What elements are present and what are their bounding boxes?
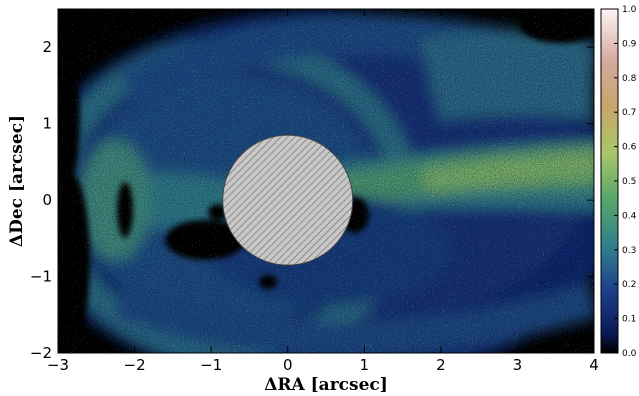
colorbar-ticks: 0.0 0.1 0.2 0.3 0.4 0.5 0.6 0.7 0.8 0.9 1.0: [614, 5, 637, 359]
colorbar-tick-label: 0.0: [622, 349, 637, 359]
y-axis-label: ΔDec [arcsec]: [7, 115, 27, 247]
colorbar: 0.0 0.1 0.2 0.3 0.4 0.5 0.6 0.7 0.8 0.9 1.0: [600, 5, 637, 359]
x-tick-label: −3: [47, 356, 69, 374]
x-axis: −3 −2 −1 0 1 2 3 4: [47, 9, 599, 374]
colorbar-tick-label: 0.9: [622, 39, 637, 49]
colorbar-tick-label: 0.2: [622, 280, 636, 290]
colorbar-tick-label: 0.4: [622, 211, 637, 221]
y-axis: −2 −1 0 1 2: [30, 38, 594, 362]
plot-frame: [57, 8, 595, 354]
y-tick-label: −2: [30, 344, 52, 362]
coronagraph-mask: [222, 134, 354, 266]
y-tick-label: 2: [42, 38, 52, 56]
x-tick-label: −2: [124, 356, 146, 374]
x-tick-label: 2: [436, 356, 446, 374]
heatmap-plot-area: [58, 9, 594, 353]
y-tick-label: −1: [30, 268, 52, 286]
x-tick-label: 3: [513, 356, 523, 374]
colorbar-tick-label: 0.5: [622, 177, 636, 187]
colorbar-tick-label: 0.6: [622, 143, 637, 153]
y-tick-label: 1: [42, 115, 52, 133]
colorbar-tick-label: 0.1: [622, 315, 636, 325]
x-tick-label: −1: [200, 356, 222, 374]
x-tick-label: 4: [589, 356, 599, 374]
colorbar-tick-label: 0.3: [622, 246, 636, 256]
x-tick-label: 0: [283, 356, 293, 374]
x-tick-label: 1: [360, 356, 370, 374]
colorbar-tick-label: 0.7: [622, 108, 636, 118]
colorbar-tick-label: 1.0: [622, 5, 637, 15]
colorbar-tick-label: 0.8: [622, 74, 637, 84]
x-axis-label: ΔRA [arcsec]: [264, 375, 388, 395]
y-tick-label: 0: [42, 191, 52, 209]
